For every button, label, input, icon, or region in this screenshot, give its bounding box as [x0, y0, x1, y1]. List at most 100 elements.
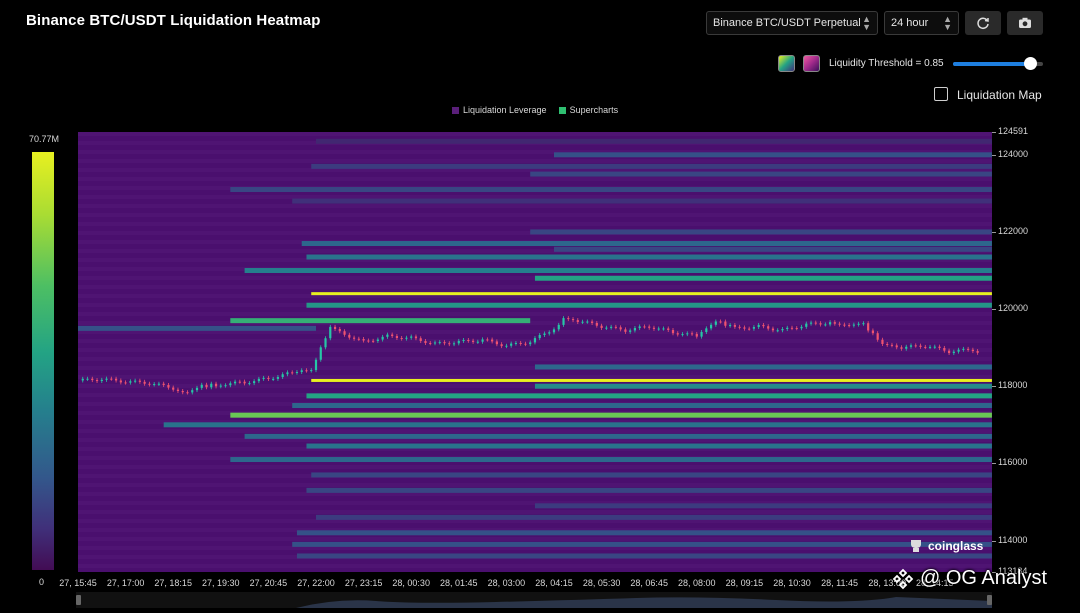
candle[interactable]: [557, 324, 560, 330]
liquidation-band[interactable]: [306, 393, 992, 399]
range-select[interactable]: 24 hour ▲ ▼: [884, 11, 959, 35]
candle[interactable]: [662, 328, 665, 330]
candle[interactable]: [705, 328, 708, 332]
candle[interactable]: [671, 329, 675, 334]
liquidation-band[interactable]: [244, 268, 992, 274]
candle[interactable]: [195, 387, 199, 391]
liquidation-band[interactable]: [534, 383, 992, 389]
refresh-button[interactable]: [965, 11, 1001, 35]
candle[interactable]: [667, 328, 670, 330]
time-navigator[interactable]: [76, 592, 992, 608]
legend-item-supercharts[interactable]: Supercharts: [569, 105, 619, 115]
candle[interactable]: [700, 331, 703, 337]
candle[interactable]: [333, 326, 337, 330]
liquidation-band[interactable]: [301, 241, 992, 247]
candle[interactable]: [338, 329, 341, 332]
candle[interactable]: [729, 325, 732, 327]
candle[interactable]: [500, 344, 503, 347]
candle[interactable]: [176, 389, 180, 391]
candle[interactable]: [905, 346, 908, 349]
candle[interactable]: [186, 392, 189, 394]
candle[interactable]: [167, 385, 170, 388]
candle[interactable]: [690, 333, 694, 335]
candle[interactable]: [467, 339, 470, 341]
liquidation-band[interactable]: [554, 246, 992, 252]
liquidation-band[interactable]: [296, 530, 992, 536]
candle[interactable]: [848, 325, 851, 327]
candle[interactable]: [305, 370, 308, 372]
candle[interactable]: [895, 345, 898, 348]
candle[interactable]: [619, 327, 622, 330]
candle[interactable]: [386, 334, 389, 337]
candle[interactable]: [581, 321, 584, 323]
candle[interactable]: [709, 324, 713, 329]
candle[interactable]: [909, 345, 913, 347]
candle[interactable]: [238, 381, 241, 383]
candle[interactable]: [324, 338, 327, 348]
candle[interactable]: [552, 329, 556, 333]
candle[interactable]: [757, 324, 760, 328]
candle[interactable]: [657, 328, 660, 330]
liquidation-band[interactable]: [230, 457, 992, 463]
candle[interactable]: [191, 390, 194, 393]
candle[interactable]: [281, 374, 284, 378]
candle[interactable]: [967, 348, 970, 350]
navigator-right-handle[interactable]: [987, 595, 992, 605]
candle[interactable]: [262, 377, 265, 379]
liquidation-band[interactable]: [296, 553, 992, 559]
candle[interactable]: [219, 385, 222, 387]
candle[interactable]: [362, 339, 365, 341]
candle[interactable]: [790, 327, 794, 329]
candle[interactable]: [243, 381, 246, 384]
liquidation-band[interactable]: [292, 198, 992, 204]
liquidation-band[interactable]: [316, 138, 992, 144]
candle[interactable]: [776, 330, 779, 332]
candle[interactable]: [562, 318, 565, 325]
candle[interactable]: [100, 379, 103, 382]
candle[interactable]: [410, 336, 413, 338]
threshold-slider[interactable]: [953, 57, 1043, 70]
candle[interactable]: [391, 334, 394, 337]
candle[interactable]: [752, 327, 756, 329]
candle[interactable]: [886, 343, 889, 345]
candle[interactable]: [800, 326, 803, 329]
candle[interactable]: [586, 321, 589, 323]
candle[interactable]: [943, 347, 946, 351]
candle[interactable]: [138, 380, 141, 382]
candle[interactable]: [200, 384, 203, 388]
candle[interactable]: [600, 325, 603, 328]
liquidation-band[interactable]: [311, 292, 992, 296]
candle[interactable]: [938, 346, 941, 348]
liquidation-band[interactable]: [534, 275, 992, 281]
candle[interactable]: [648, 326, 651, 328]
candle[interactable]: [676, 333, 679, 335]
liquidation-band[interactable]: [316, 514, 992, 520]
candle[interactable]: [514, 342, 518, 344]
candle[interactable]: [924, 346, 927, 348]
candle[interactable]: [310, 370, 313, 372]
candle[interactable]: [962, 348, 965, 350]
candle[interactable]: [805, 323, 808, 327]
candle[interactable]: [686, 333, 689, 335]
liquidation-band[interactable]: [530, 171, 992, 177]
candle[interactable]: [471, 340, 475, 342]
candle[interactable]: [809, 322, 813, 324]
candle[interactable]: [272, 378, 275, 380]
threshold-slider-knob[interactable]: [1023, 57, 1037, 70]
candle[interactable]: [643, 326, 646, 328]
candle[interactable]: [738, 326, 741, 328]
candle[interactable]: [838, 323, 841, 325]
candle[interactable]: [91, 378, 94, 381]
candle[interactable]: [257, 378, 260, 382]
candle[interactable]: [867, 323, 870, 331]
candle[interactable]: [786, 327, 789, 330]
candle[interactable]: [86, 378, 89, 380]
candle[interactable]: [476, 341, 479, 343]
candle[interactable]: [862, 323, 865, 325]
candle[interactable]: [724, 321, 727, 326]
candle[interactable]: [857, 323, 860, 325]
candle[interactable]: [933, 346, 936, 348]
candle[interactable]: [153, 384, 156, 386]
candle[interactable]: [976, 351, 979, 353]
candle[interactable]: [914, 345, 917, 347]
